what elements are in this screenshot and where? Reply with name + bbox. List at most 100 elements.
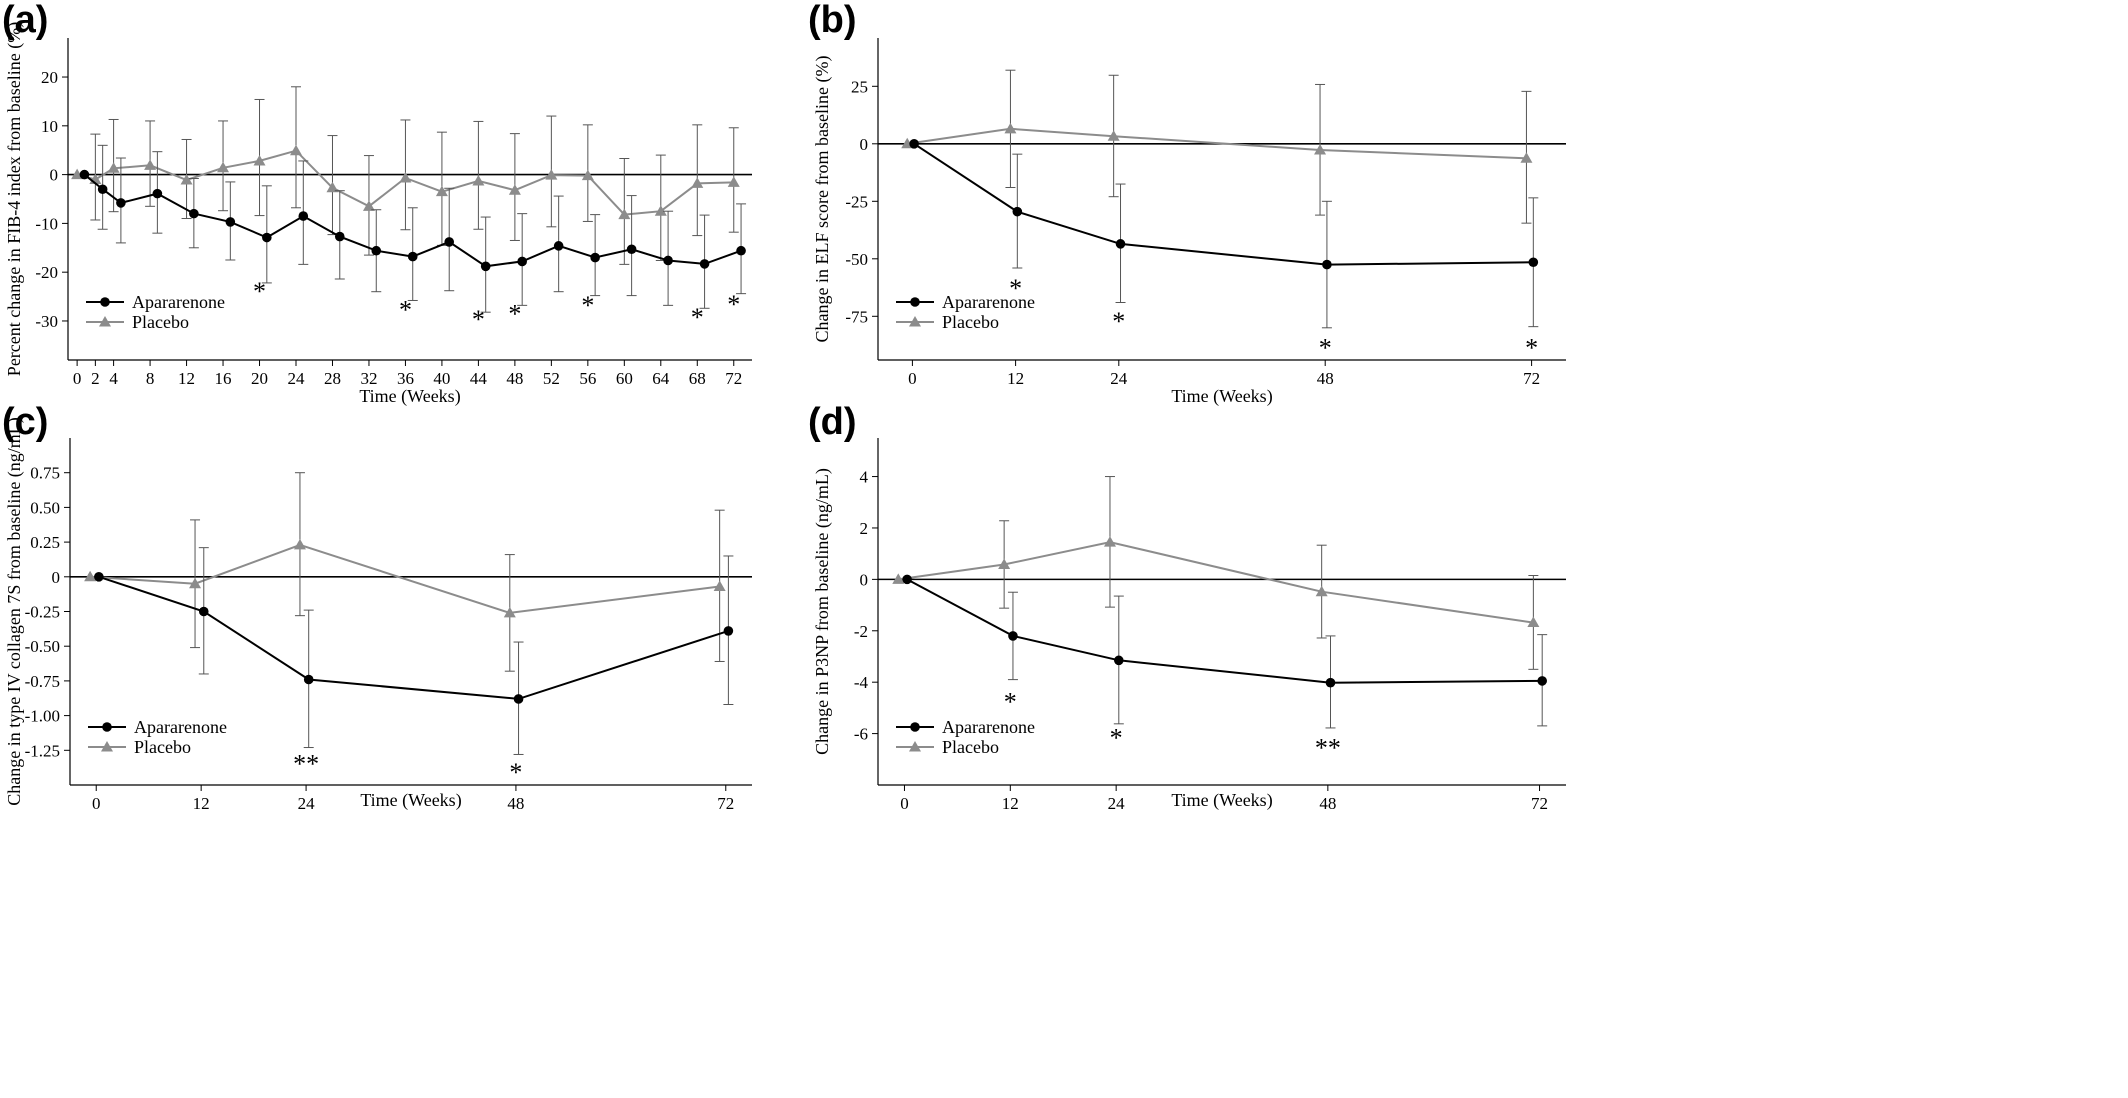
significance-marker: ** <box>293 750 319 779</box>
series-line <box>76 149 734 216</box>
data-point <box>581 169 594 181</box>
panel-label: (a) <box>2 0 48 41</box>
data-point <box>902 574 912 585</box>
data-point <box>84 570 97 582</box>
y-tick-label: 0 <box>860 135 869 154</box>
x-axis-label: Time (Weeks) <box>1171 386 1272 407</box>
legend-label: Apararenone <box>942 292 1035 312</box>
data-point <box>152 188 163 199</box>
significance-marker: * <box>1009 274 1022 303</box>
series-line <box>913 142 1534 266</box>
x-tick-label: 24 <box>1108 794 1126 813</box>
y-tick-label: -0.75 <box>25 672 60 691</box>
x-tick-label: 24 <box>1110 369 1128 388</box>
data-point <box>293 538 306 550</box>
significance-marker: * <box>1525 334 1538 363</box>
y-tick-label: -6 <box>854 725 868 744</box>
y-tick-label: 20 <box>41 68 58 87</box>
x-tick-label: 72 <box>1523 369 1540 388</box>
data-point <box>1520 152 1533 163</box>
data-point <box>79 169 90 180</box>
data-point <box>909 139 919 149</box>
data-point <box>303 674 314 685</box>
series-apararenone <box>79 144 747 313</box>
x-tick-label: 8 <box>146 369 155 388</box>
data-point <box>517 256 527 267</box>
data-point <box>189 577 202 589</box>
x-tick-label: 72 <box>725 369 742 388</box>
y-tick-label: -75 <box>845 307 868 326</box>
legend-marker <box>101 741 113 752</box>
data-point <box>998 558 1011 569</box>
significance-marker: * <box>399 296 412 325</box>
y-tick-label: 0.25 <box>30 533 60 552</box>
x-tick-label: 24 <box>288 369 306 388</box>
y-tick-label: -30 <box>35 312 58 331</box>
data-point <box>116 198 126 208</box>
data-point <box>435 185 448 197</box>
data-point <box>217 161 230 173</box>
panel-label: (d) <box>808 401 857 443</box>
data-point <box>713 580 726 592</box>
data-point <box>553 241 564 251</box>
data-point <box>290 144 302 156</box>
x-tick-label: 48 <box>507 794 524 813</box>
data-point <box>1115 239 1126 249</box>
data-point <box>444 237 455 247</box>
legend-label: Apararenone <box>132 292 225 312</box>
series-apararenone <box>909 139 1539 329</box>
y-axis-label: Change in type IV collagen 7S from basel… <box>4 417 25 806</box>
series-apararenone <box>902 574 1548 729</box>
panel-a-fib4-chart: (a)0 2 4 8 12 16 20 24 28 32 36 40 44 48 52 56 60 64 68 722… <box>2 0 752 407</box>
significance-marker: * <box>727 290 740 319</box>
y-tick-label: 0 <box>50 166 59 185</box>
panel-c-collagen-chart: (c) 0 12 24 48 72 0.75 0.50 0.25 0 -0.25 -0.50 -0.75… <box>2 401 752 813</box>
data-point <box>472 174 485 186</box>
significance-marker: * <box>509 758 522 787</box>
significance-marker: * <box>1004 687 1017 716</box>
data-point <box>262 232 272 243</box>
legend-marker <box>909 316 921 327</box>
y-tick-label: -1.00 <box>25 707 60 726</box>
data-point <box>198 606 209 617</box>
y-tick-label: -2 <box>854 622 868 641</box>
x-axis-label: Time (Weeks) <box>359 386 460 407</box>
legend-marker <box>102 722 112 732</box>
y-tick-label: -4 <box>854 673 869 692</box>
data-point <box>362 200 375 211</box>
series-placebo <box>71 86 740 265</box>
x-tick-label: 48 <box>1317 369 1334 388</box>
x-tick-label: 12 <box>1007 369 1024 388</box>
x-tick-label: 64 <box>652 369 670 388</box>
data-point <box>97 184 108 195</box>
x-tick-label: 72 <box>1531 794 1548 813</box>
significance-marker: ** <box>1315 734 1341 763</box>
significance-marker: * <box>1319 334 1332 363</box>
y-tick-label: 4 <box>860 468 869 487</box>
data-point <box>1008 631 1018 641</box>
series-line <box>98 575 729 700</box>
y-tick-label: 10 <box>41 117 58 136</box>
legend-label: Placebo <box>942 312 999 332</box>
data-point <box>253 154 266 166</box>
data-point <box>334 231 345 242</box>
x-tick-label: 2 <box>91 369 100 388</box>
x-axis-label: Time (Weeks) <box>360 790 461 811</box>
data-point <box>225 217 236 227</box>
y-tick-label: -0.25 <box>25 603 60 622</box>
x-tick-label: 20 <box>251 369 268 388</box>
significance-marker: * <box>1112 307 1125 336</box>
x-tick-label: 72 <box>717 794 734 813</box>
series-placebo <box>901 69 1533 224</box>
data-point <box>1314 144 1327 155</box>
data-point <box>107 162 120 173</box>
data-point <box>180 173 193 185</box>
y-axis-label: Percent change in FIB-4 index from basel… <box>4 22 25 376</box>
data-point <box>1107 130 1120 141</box>
data-point <box>1527 616 1540 628</box>
data-point <box>1114 655 1124 666</box>
y-tick-label: 25 <box>851 77 868 96</box>
